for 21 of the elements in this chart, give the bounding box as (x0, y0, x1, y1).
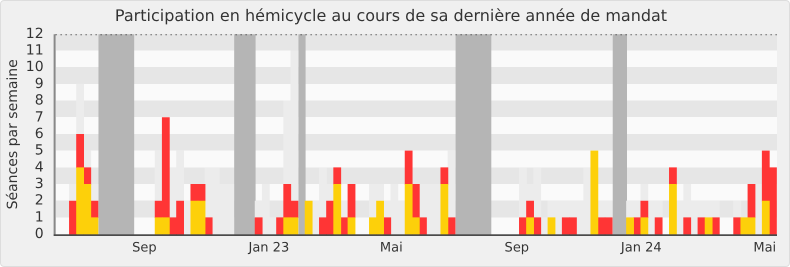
y-tick-label: 6 (34, 126, 44, 142)
x-tick-label: Sep (132, 240, 157, 256)
y-tick-label: 5 (34, 142, 44, 159)
y-tick-label: 4 (34, 159, 44, 176)
y-axis-title: Séances par semaine (5, 59, 22, 210)
x-tick-label: Jan 23 (248, 240, 290, 256)
x-tick-label: Mai (753, 240, 776, 256)
y-tick-label: 10 (26, 59, 44, 76)
x-tick-label: Sep (504, 240, 530, 256)
y-tick-label: 0 (34, 226, 44, 242)
y-tick-label: 1 (34, 209, 44, 226)
y-tick-label: 3 (34, 176, 44, 192)
y-tick-label: 9 (34, 76, 44, 92)
x-tick-label: Jan 24 (620, 240, 662, 256)
y-tick-label: 8 (34, 92, 44, 109)
x-tick-label: Mai (380, 240, 403, 256)
y-tick-label: 11 (26, 42, 44, 59)
y-tick-label: 7 (34, 109, 44, 126)
y-tick-label: 12 (26, 26, 44, 42)
chart-title: Participation en hémicycle au cours de sa dernière année de mandat (114, 6, 668, 25)
y-tick-label: 2 (34, 192, 44, 209)
